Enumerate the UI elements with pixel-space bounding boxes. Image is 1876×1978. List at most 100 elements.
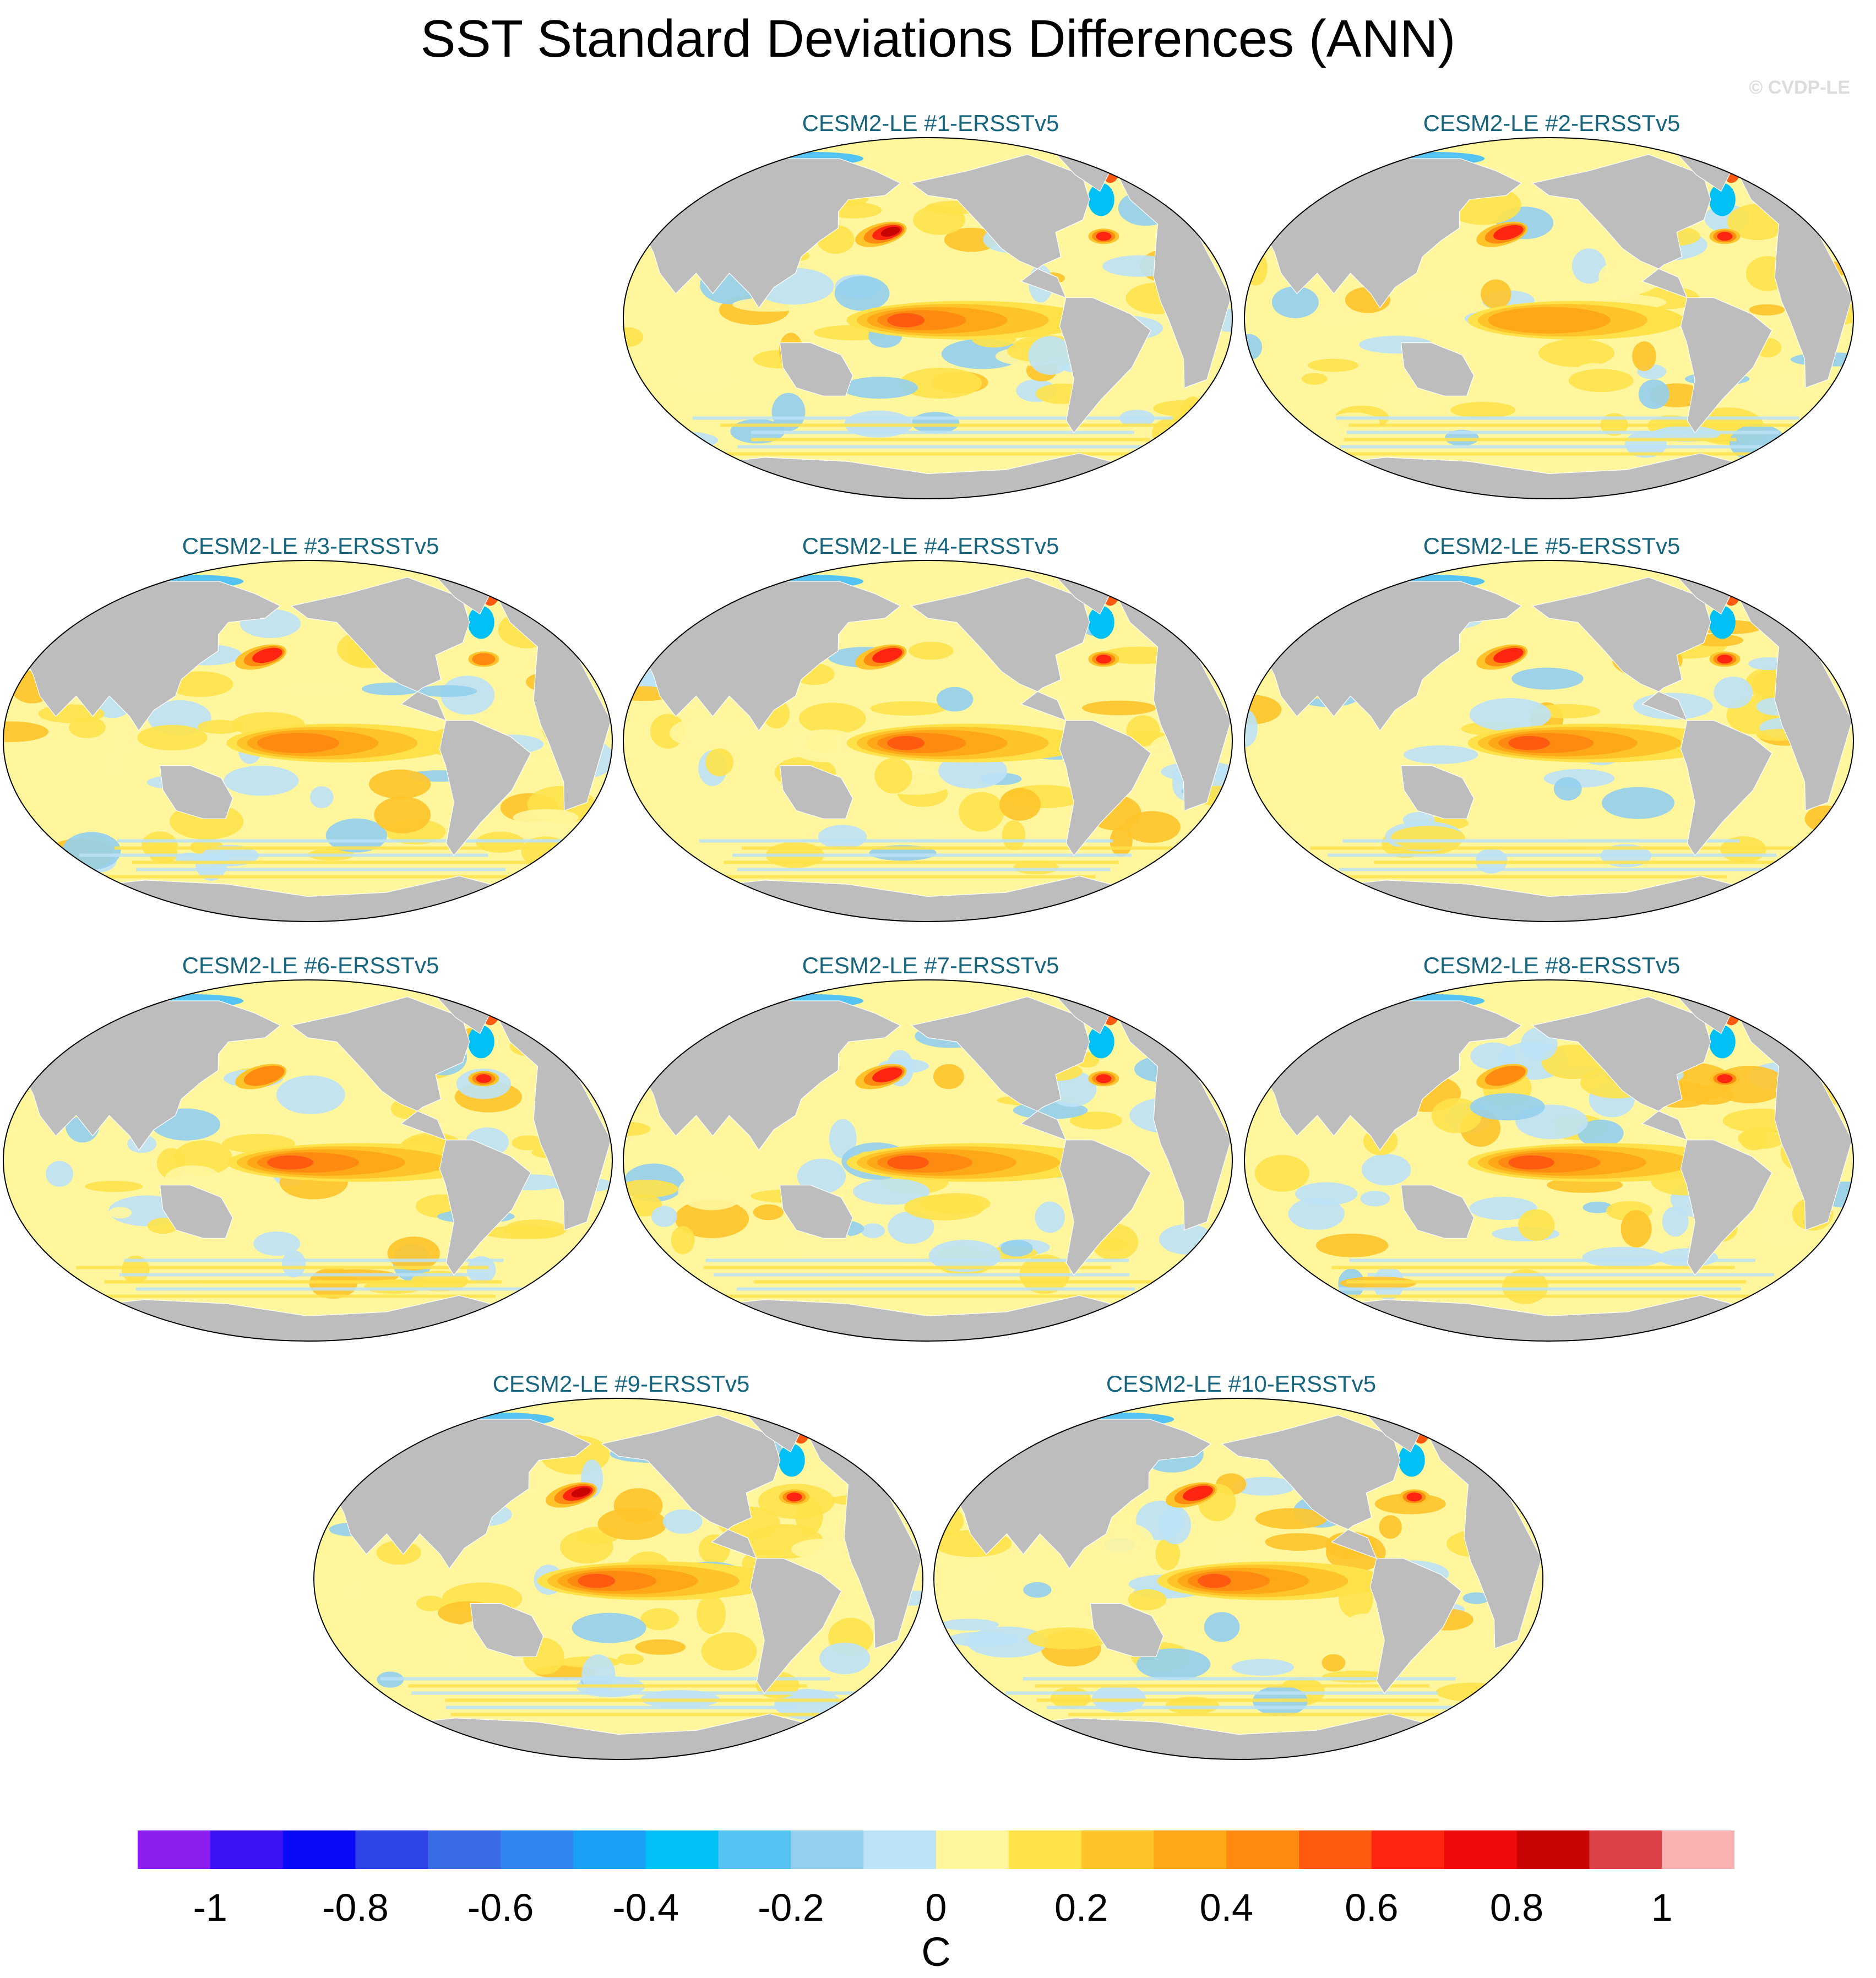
anomaly-patch <box>1273 197 1295 224</box>
anomaly-patch <box>1023 1582 1052 1598</box>
anomaly-patch <box>559 1530 613 1564</box>
anomaly-patch <box>1070 1111 1122 1130</box>
anomaly-patch <box>705 748 733 776</box>
kuroshio-anomaly <box>1485 1065 1526 1086</box>
landmass-south-america <box>1680 1140 1772 1276</box>
anomaly-patch <box>309 786 334 808</box>
landmass-australia <box>1400 1185 1475 1239</box>
southern-ocean-band <box>1047 1705 1471 1709</box>
anomaly-patch <box>1568 369 1634 393</box>
kuroshio-anomaly <box>1183 1485 1213 1501</box>
anomaly-patch <box>623 1180 678 1198</box>
southern-ocean-band <box>699 839 1113 843</box>
sst-map <box>1244 560 1854 922</box>
anomaly-patch <box>789 729 863 762</box>
labrador-sea-anomaly <box>467 1025 494 1059</box>
landmass-eurasia <box>955 1419 1212 1570</box>
anomaly-patch <box>936 686 974 712</box>
anomaly-patch <box>870 701 946 716</box>
anomaly-patch <box>1380 383 1438 413</box>
colorbar-swatch <box>645 1830 719 1869</box>
labrador-sea-anomaly <box>1087 183 1114 216</box>
anomaly-patch <box>1265 1533 1332 1551</box>
map-panel: CESM2-LE #4-ERSSTv5 <box>622 533 1239 973</box>
colorbar-swatch <box>573 1830 646 1869</box>
anomaly-patch <box>671 1226 695 1255</box>
anomaly-patch <box>635 431 719 450</box>
anomaly-patch <box>669 717 747 749</box>
panel-title: CESM2-LE #5-ERSSTv5 <box>1423 533 1681 559</box>
anomaly-patch <box>1749 304 1785 315</box>
anomaly-patch <box>944 227 998 252</box>
landmass-eurasia <box>25 1000 281 1151</box>
southern-ocean-band <box>1335 875 1727 879</box>
anomaly-patch <box>224 765 299 796</box>
southern-ocean-band <box>1346 1280 1746 1284</box>
labrador-sea-anomaly <box>1398 1443 1425 1477</box>
labrador-sea-anomaly <box>1087 1025 1114 1059</box>
anomaly-patch <box>1541 1044 1604 1080</box>
anomaly-patch <box>1244 694 1282 724</box>
anomaly-patch <box>913 205 965 235</box>
gulfstream-anomaly <box>1717 232 1733 241</box>
landmass-australia <box>470 1603 544 1657</box>
landmass-south-america <box>439 720 531 857</box>
anomaly-patch <box>891 818 960 838</box>
enso-anomaly-band <box>267 1155 313 1170</box>
sst-map <box>623 560 1233 922</box>
anomaly-patch <box>1002 820 1026 851</box>
anomaly-patch <box>662 1509 703 1534</box>
anomaly-patch <box>1470 1093 1545 1121</box>
southern-ocean-band <box>1339 1287 1742 1291</box>
southern-ocean-band <box>1348 423 1793 427</box>
anomaly-patch <box>281 681 354 697</box>
kuroshio-anomaly <box>243 1065 285 1086</box>
anomaly-patch <box>1204 1612 1240 1642</box>
landmass-eurasia <box>645 1000 901 1151</box>
southern-ocean-band <box>714 1273 1130 1277</box>
labrador-sea-anomaly <box>467 606 494 639</box>
southern-ocean-band <box>1328 853 1777 857</box>
labrador-sea-anomaly <box>1087 606 1114 639</box>
anomaly-patch <box>1361 1153 1411 1186</box>
anomaly-patch <box>771 393 806 431</box>
kuroshio-anomaly <box>872 647 902 663</box>
anomaly-patch <box>1714 677 1753 709</box>
kuroshio-anomaly <box>872 1067 902 1083</box>
anomaly-patch <box>791 1539 854 1560</box>
anomaly-patch <box>841 377 918 399</box>
enso-anomaly-band <box>1488 307 1611 334</box>
anomaly-patch <box>1391 826 1465 849</box>
colorbar-swatch <box>210 1830 284 1869</box>
southern-ocean-band <box>92 1294 496 1298</box>
panel-title: CESM2-LE #3-ERSSTv5 <box>182 533 439 559</box>
anomaly-patch <box>1602 787 1674 819</box>
southern-ocean-band <box>1342 839 1739 843</box>
southern-ocean-band <box>104 1280 502 1284</box>
enso-anomaly-band <box>887 313 925 328</box>
landmass-eurasia <box>1266 581 1522 732</box>
map-panel: CESM2-LE #9-ERSSTv5 <box>313 1371 929 1811</box>
sst-map <box>3 560 613 922</box>
enso-anomaly-band <box>1508 1155 1554 1170</box>
landmass-australia <box>159 1185 233 1239</box>
anomaly-patch <box>911 412 960 434</box>
anomaly-patch <box>999 788 1041 821</box>
anomaly-patch <box>1582 1246 1664 1268</box>
anomaly-patch <box>928 1240 1001 1272</box>
landmass-south-america <box>439 1140 531 1276</box>
anomaly-patch <box>1511 667 1584 690</box>
colorbar-swatch <box>863 1830 937 1869</box>
anomaly-patch <box>338 1581 367 1600</box>
map-outline <box>623 560 1233 922</box>
southern-ocean-band <box>1036 1698 1439 1702</box>
southern-ocean-band <box>724 860 1119 864</box>
anomaly-patch <box>145 1277 205 1296</box>
anomaly-patch <box>1638 379 1670 409</box>
colorbar-swatch <box>1008 1830 1082 1869</box>
map-outline <box>933 1398 1543 1760</box>
map-panel: CESM2-LE #8-ERSSTv5 <box>1243 952 1860 1393</box>
colorbar-swatch <box>1226 1830 1299 1869</box>
anomaly-patch <box>1462 1592 1490 1604</box>
colorbar-tick-label: 0 <box>925 1886 947 1929</box>
